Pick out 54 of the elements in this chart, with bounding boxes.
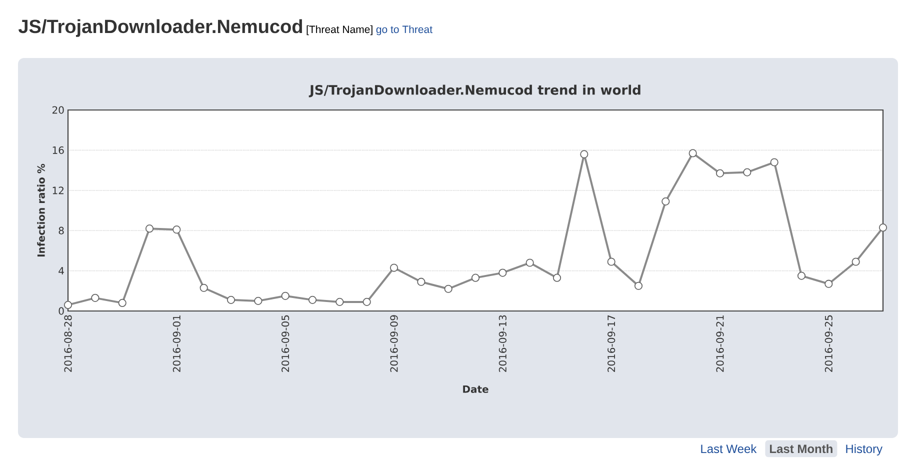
- point: [580, 150, 588, 158]
- text: Last Week: [701, 444, 757, 454]
- x-tick-label: 2016-09-09: [390, 315, 398, 372]
- y-axis-title: Infection ratio %: [37, 164, 45, 256]
- point: [824, 280, 833, 288]
- point: [145, 224, 154, 233]
- point: [444, 284, 452, 293]
- x-axis-title: Date: [463, 386, 488, 393]
- point: [172, 226, 181, 234]
- x-tick-label: 2016-09-05: [282, 315, 290, 372]
- point: [390, 264, 398, 272]
- x-tick-label: 2016-09-13: [498, 315, 506, 372]
- point: [743, 168, 752, 176]
- text: go to Threat: [376, 25, 432, 36]
- point: [281, 292, 290, 300]
- x-tick-label: 2016-09-17: [608, 315, 616, 372]
- x-tick-label: 2016-09-25: [824, 315, 832, 372]
- point: [64, 300, 72, 310]
- point: [770, 158, 778, 166]
- text: Last Month: [770, 444, 832, 454]
- point: [226, 296, 236, 304]
- x-tick-label: 2016-08-28: [64, 315, 72, 372]
- point: [634, 282, 643, 290]
- point: [91, 294, 100, 302]
- x-tick-label: 2016-09-01: [172, 315, 180, 372]
- y-tick-label: 12: [52, 186, 64, 194]
- chart-title: JS/TrojanDownloader.Nemucod trend in world: [308, 84, 640, 98]
- y-tick-label: 0: [58, 307, 64, 315]
- point: [417, 278, 426, 286]
- point: [526, 258, 534, 267]
- text: History: [846, 444, 882, 456]
- point: [200, 284, 208, 292]
- point: [878, 224, 888, 232]
- point: [362, 298, 371, 306]
- text: JS/TrojanDownloader.Nemucod: [18, 19, 302, 37]
- point: [607, 258, 616, 266]
- point: [118, 298, 126, 307]
- y-tick-label: 4: [58, 267, 64, 274]
- point: [498, 268, 507, 277]
- point: [688, 149, 697, 158]
- y-tick-label: 8: [58, 226, 64, 234]
- point: [852, 258, 860, 266]
- y-tick-label: 20: [52, 106, 64, 114]
- text: [Threat Name]: [306, 25, 372, 36]
- point: [797, 272, 806, 280]
- point: [471, 274, 480, 282]
- x-tick-label: 2016-09-21: [716, 315, 724, 372]
- point: [552, 274, 562, 282]
- point: [336, 298, 344, 306]
- point: [662, 197, 670, 206]
- point: [308, 296, 317, 304]
- y-tick-label: 16: [52, 146, 64, 154]
- point: [716, 169, 724, 178]
- point: [254, 296, 262, 305]
